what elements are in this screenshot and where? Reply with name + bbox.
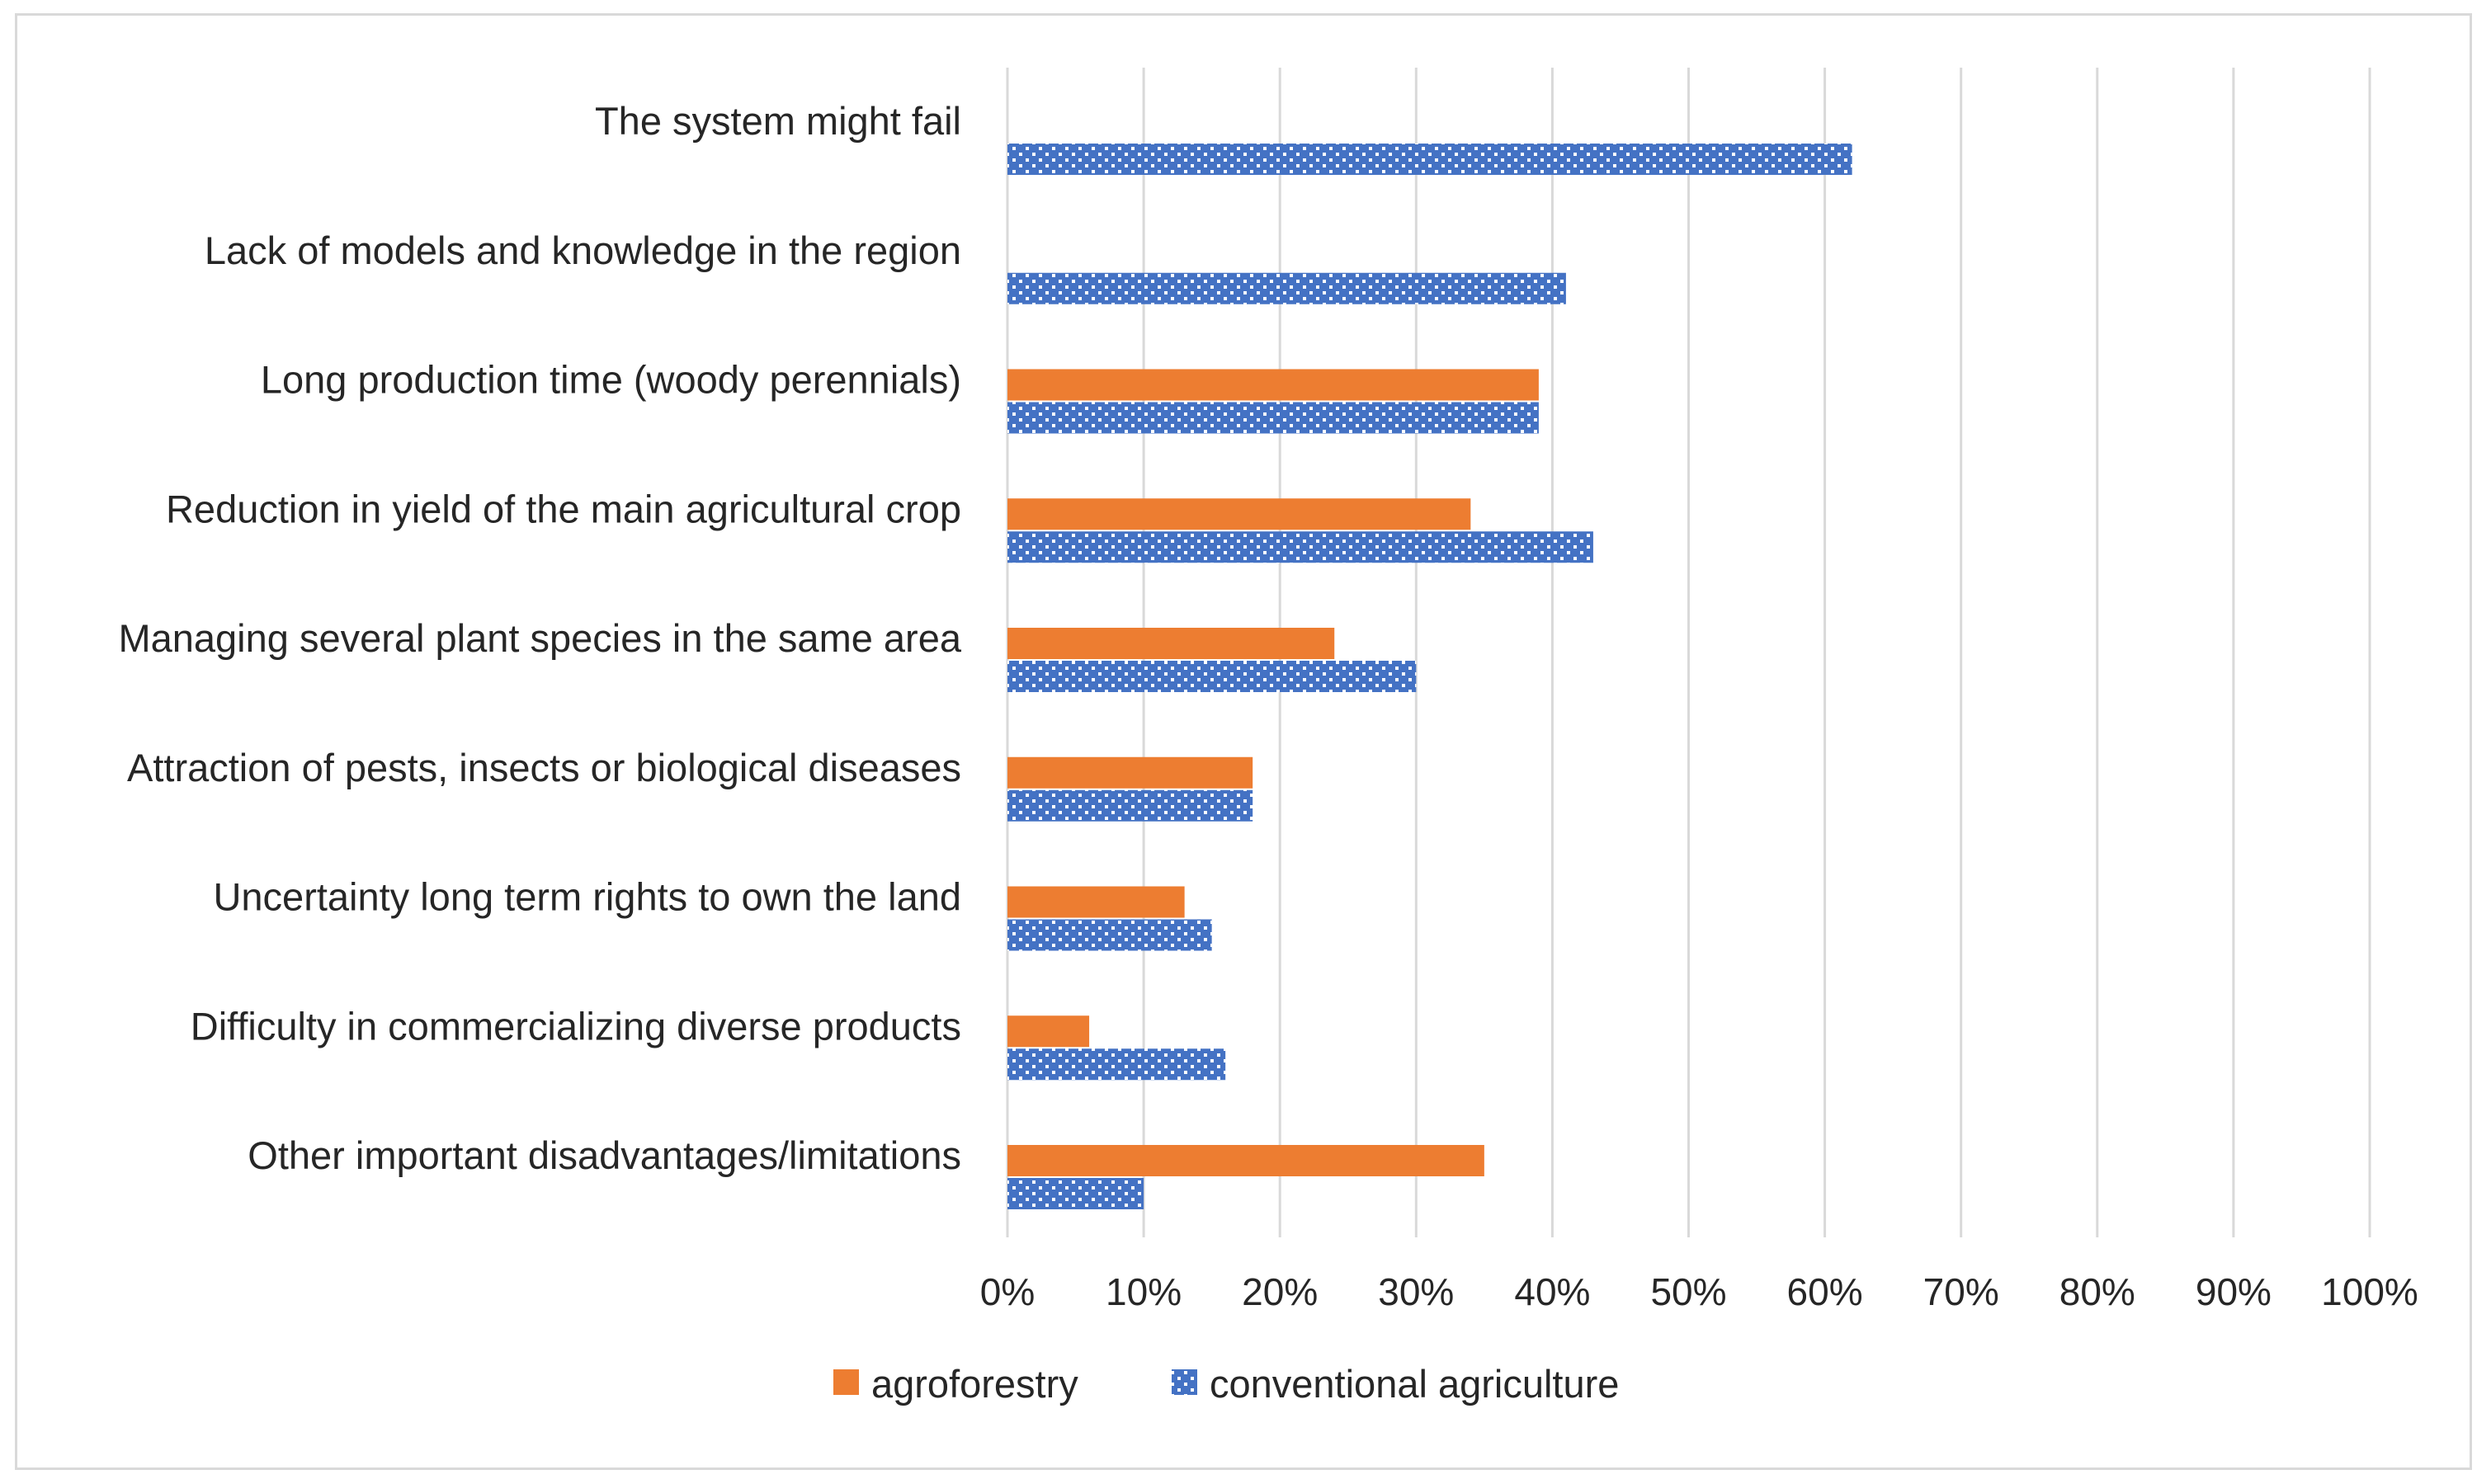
category-label: Uncertainty long term rights to own the … — [213, 875, 961, 919]
bar-agroforestry: agroforestry: 39% — [1007, 369, 1539, 401]
x-tick-label: 0% — [980, 1270, 1035, 1313]
legend: agroforestry conventional agriculture — [833, 1362, 1619, 1406]
category-label: Lack of models and knowledge in the regi… — [205, 228, 961, 272]
bar-conventional-agriculture: conventional agriculture: 62% — [1007, 144, 1852, 175]
category-label: Other important disadvantages/limitation… — [248, 1133, 961, 1177]
category-label: The system might fail — [595, 99, 961, 143]
category-label: Managing several plant species in the sa… — [118, 616, 961, 660]
x-tick-label: 10% — [1106, 1270, 1182, 1313]
bar-agroforestry: agroforestry: 35% — [1007, 1145, 1484, 1176]
x-tick-label: 20% — [1242, 1270, 1318, 1313]
category-label: Long production time (woody perennials) — [261, 358, 961, 402]
bar-conventional-agriculture: conventional agriculture: 39% — [1007, 402, 1539, 434]
x-axis-ticks: 0% 10% 20% 30% 40% 50% 60% 70% 80% 90% 100% — [980, 1270, 2418, 1313]
bar-agroforestry: agroforestry: 24% — [1007, 628, 1335, 659]
legend-swatch-conventional-agriculture — [1172, 1369, 1197, 1395]
category-label: Reduction in yield of the main agricultu… — [166, 487, 961, 530]
bar-agroforestry: agroforestry: 6% — [1007, 1015, 1090, 1048]
x-tick-label: 30% — [1378, 1270, 1454, 1313]
x-tick-label: 50% — [1650, 1270, 1726, 1313]
legend-label: conventional agriculture — [1210, 1362, 1619, 1406]
x-tick-label: 100% — [2321, 1270, 2418, 1313]
bar-conventional-agriculture: conventional agriculture: 43% — [1007, 531, 1593, 563]
x-tick-label: 70% — [1923, 1270, 1999, 1313]
bar-agroforestry: agroforestry: 13% — [1007, 886, 1185, 918]
bars: agroforestry: 0%conventional agriculture… — [1007, 144, 1852, 1209]
bar-agroforestry: agroforestry: 34% — [1007, 498, 1471, 530]
x-tick-label: 90% — [2196, 1270, 2272, 1313]
category-label: Attraction of pests, insects or biologic… — [127, 746, 961, 789]
category-label: Difficulty in commercializing diverse pr… — [191, 1004, 961, 1048]
bar-conventional-agriculture: conventional agriculture: 10% — [1007, 1178, 1144, 1209]
bar-conventional-agriculture: conventional agriculture: 18% — [1007, 789, 1253, 822]
bar-conventional-agriculture: conventional agriculture: 15% — [1007, 919, 1212, 951]
legend-label: agroforestry — [871, 1362, 1078, 1406]
chart-frame — [15, 13, 2472, 1470]
legend-swatch-agroforestry — [833, 1369, 859, 1395]
bar-conventional-agriculture: conventional agriculture: 30% — [1007, 661, 1417, 692]
bar-conventional-agriculture: conventional agriculture: 41% — [1007, 272, 1566, 304]
bar-conventional-agriculture: conventional agriculture: 16% — [1007, 1048, 1226, 1081]
bar-agroforestry: agroforestry: 18% — [1007, 756, 1253, 789]
category-labels: The system might fail Lack of models and … — [118, 99, 961, 1177]
x-tick-label: 80% — [2059, 1270, 2135, 1313]
x-tick-label: 40% — [1514, 1270, 1590, 1313]
x-tick-label: 60% — [1787, 1270, 1863, 1313]
